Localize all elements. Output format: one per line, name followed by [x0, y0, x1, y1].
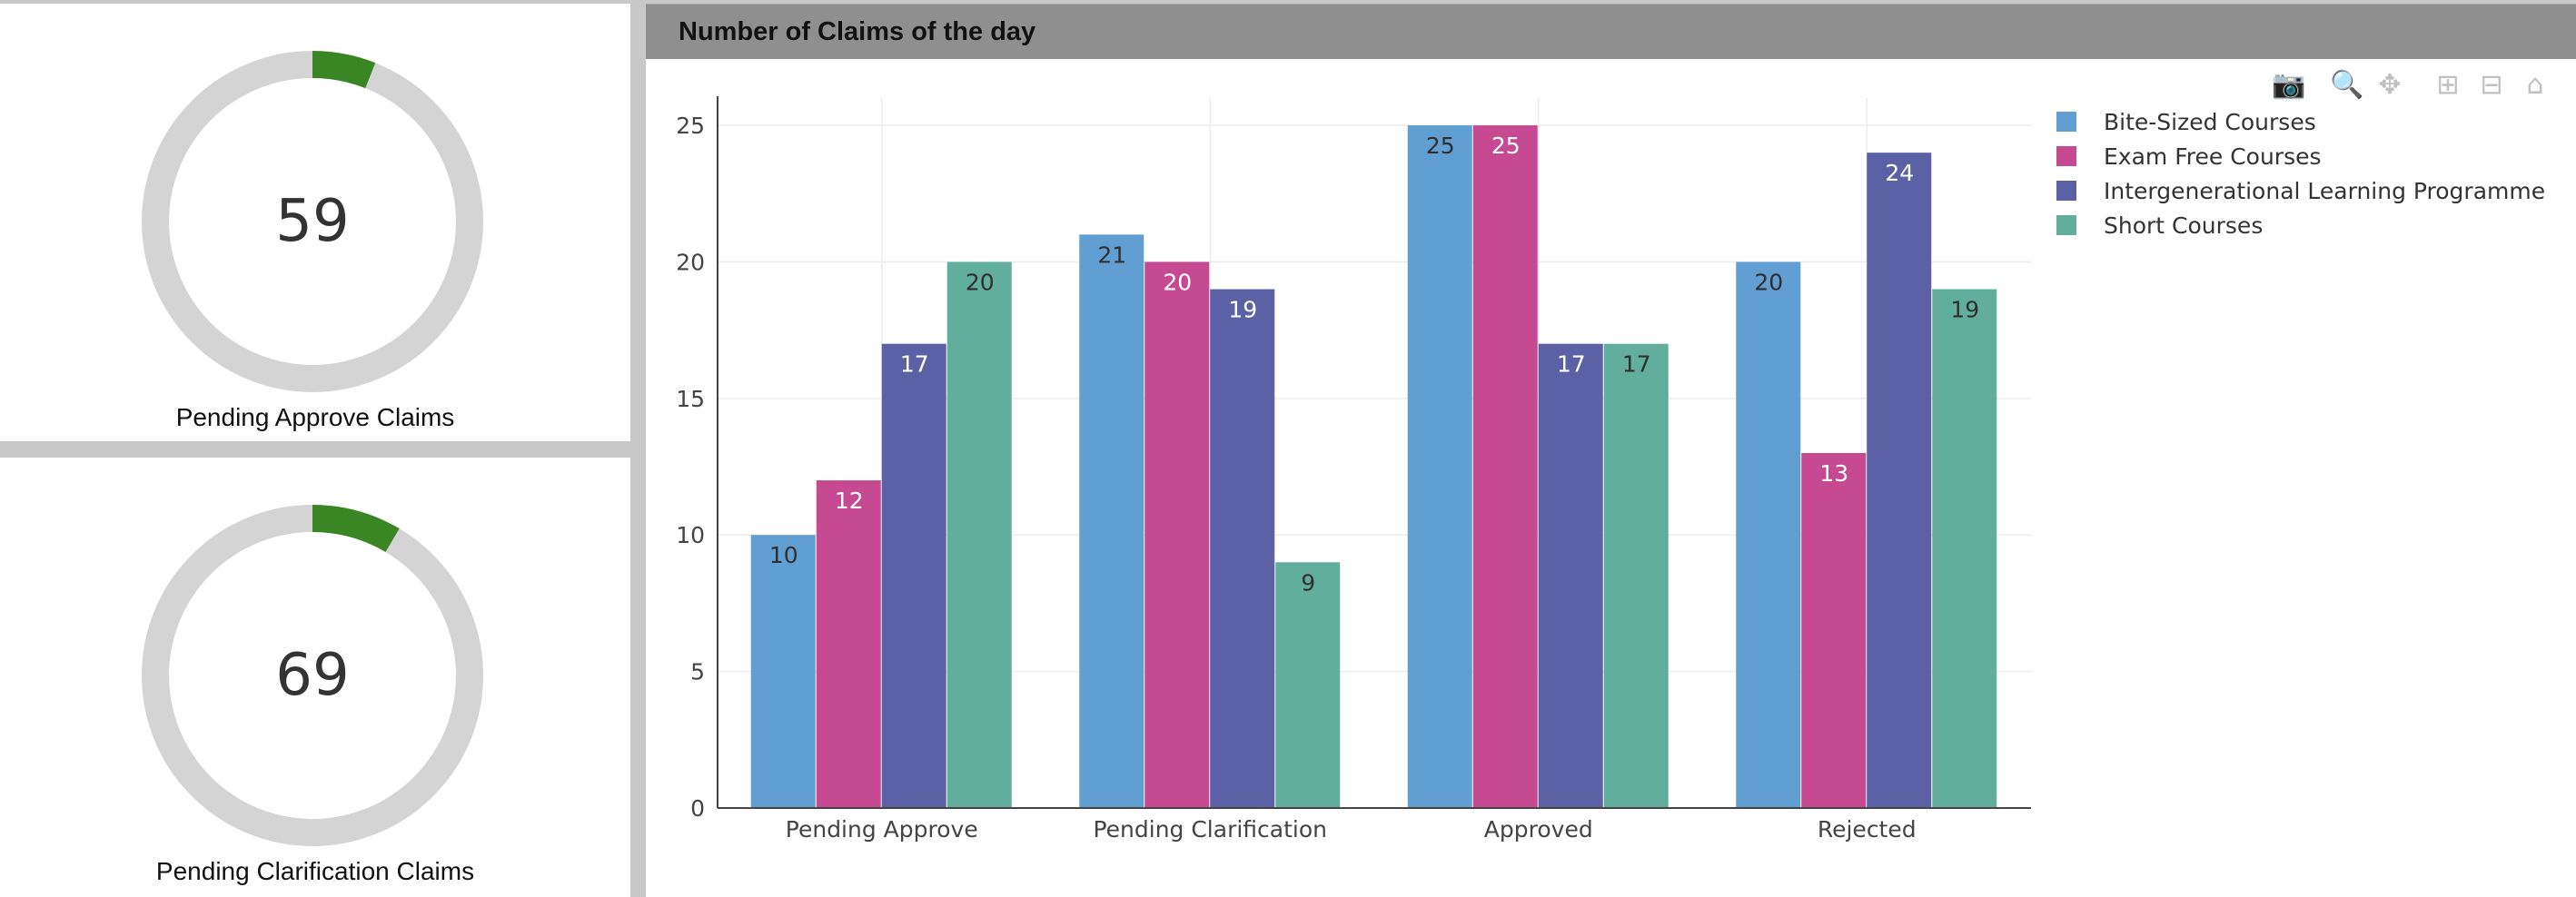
chart-header: Number of Claims of the day [646, 4, 2576, 59]
bar-short-courses-pending-clarification [1275, 562, 1341, 808]
bar-data-label: 13 [1819, 460, 1848, 487]
legend-item-exam-free-courses[interactable]: Exam Free Courses [2104, 143, 2322, 170]
bar-data-label: 12 [835, 488, 864, 514]
kpi-card-pending-approve: 59 Pending Approve Claims [0, 4, 630, 441]
bar-data-label: 20 [1754, 269, 1783, 295]
y-tick-label: 25 [676, 113, 705, 139]
bar-intergenerational-learning-programme-pending-approve [881, 343, 946, 808]
bar-intergenerational-learning-programme-pending-clarification [1210, 289, 1275, 808]
x-tick-label: Approved [1484, 816, 1593, 843]
legend-swatch-bite-sized-courses [2056, 112, 2076, 132]
bar-data-label: 25 [1426, 133, 1455, 159]
bar-data-label: 9 [1301, 569, 1315, 596]
bar-data-label: 21 [1097, 242, 1126, 268]
bar-bite-sized-courses-rejected [1736, 261, 1801, 808]
pending-approve-label: Pending Approve Claims [175, 403, 455, 431]
x-tick-label: Rejected [1818, 816, 1917, 843]
y-tick-label: 15 [676, 386, 705, 412]
bar-exam-free-courses-pending-clarification [1144, 261, 1210, 808]
legend-item-intergenerational-learning-programme[interactable]: Intergenerational Learning Programme [2104, 178, 2545, 204]
bar-short-courses-approved [1603, 343, 1669, 808]
bar-data-label: 19 [1228, 297, 1257, 323]
bar-data-label: 20 [966, 269, 995, 295]
zoom-icon[interactable]: 🔍 [2330, 69, 2364, 101]
bar-short-courses-pending-approve [946, 261, 1012, 808]
bar-data-label: 17 [900, 351, 929, 378]
legend-item-bite-sized-courses[interactable]: Bite-Sized Courses [2104, 109, 2316, 135]
y-tick-label: 10 [676, 522, 705, 548]
pending-approve-count: 59 [275, 188, 350, 255]
y-tick-label: 20 [676, 249, 705, 275]
zoom-out-icon[interactable]: ⊟ [2480, 69, 2503, 101]
legend-item-short-courses[interactable]: Short Courses [2104, 212, 2263, 239]
bar-data-label: 17 [1622, 351, 1651, 378]
legend-swatch-intergenerational-learning-programme [2056, 181, 2076, 201]
kpi-card-pending-clarification: 69 Pending Clarification Claims [0, 458, 630, 897]
x-tick-label: Pending Approve [786, 816, 978, 843]
pending-approve-gauge [142, 51, 483, 392]
pending-clarification-gauge [142, 505, 483, 846]
claims-bar-chart: 0 5 10 15 20 25 10 12 17 20 Pending Approve 21 20 19 9… [676, 96, 2545, 843]
legend-swatch-short-courses [2056, 215, 2076, 235]
home-icon[interactable]: ⌂ [2526, 69, 2544, 101]
bar-bite-sized-courses-pending-approve [750, 535, 816, 808]
pending-clarification-gauge-fill [142, 505, 483, 846]
bar-data-label: 17 [1557, 351, 1586, 378]
bar-short-courses-rejected [1932, 289, 1997, 808]
pending-clarification-count: 69 [275, 642, 350, 709]
bar-exam-free-courses-pending-approve [816, 480, 881, 808]
legend-swatch-exam-free-courses [2056, 146, 2076, 166]
bar-bite-sized-courses-approved [1407, 125, 1472, 809]
bar-exam-free-courses-rejected [1801, 453, 1867, 808]
bar-data-label: 20 [1163, 269, 1192, 295]
pan-icon[interactable]: ✥ [2378, 69, 2402, 101]
chart-title: Number of Claims of the day [679, 17, 1036, 46]
y-tick-label: 0 [690, 795, 705, 822]
y-tick-label: 5 [690, 659, 705, 685]
bar-data-label: 19 [1950, 297, 1979, 323]
pending-approve-gauge-fill [142, 51, 483, 392]
x-tick-label: Pending Clarification [1093, 816, 1327, 843]
camera-icon[interactable]: 📷 [2272, 69, 2306, 101]
bar-data-label: 25 [1491, 133, 1521, 159]
zoom-in-icon[interactable]: ⊞ [2436, 69, 2460, 101]
bar-exam-free-courses-approved [1472, 125, 1538, 809]
bar-bite-sized-courses-pending-clarification [1079, 234, 1144, 808]
bar-data-label: 24 [1885, 160, 1914, 186]
bar-intergenerational-learning-programme-approved [1538, 343, 1603, 808]
bar-data-label: 10 [769, 542, 798, 568]
pending-clarification-label: Pending Clarification Claims [155, 857, 475, 885]
bar-intergenerational-learning-programme-rejected [1867, 153, 1932, 809]
